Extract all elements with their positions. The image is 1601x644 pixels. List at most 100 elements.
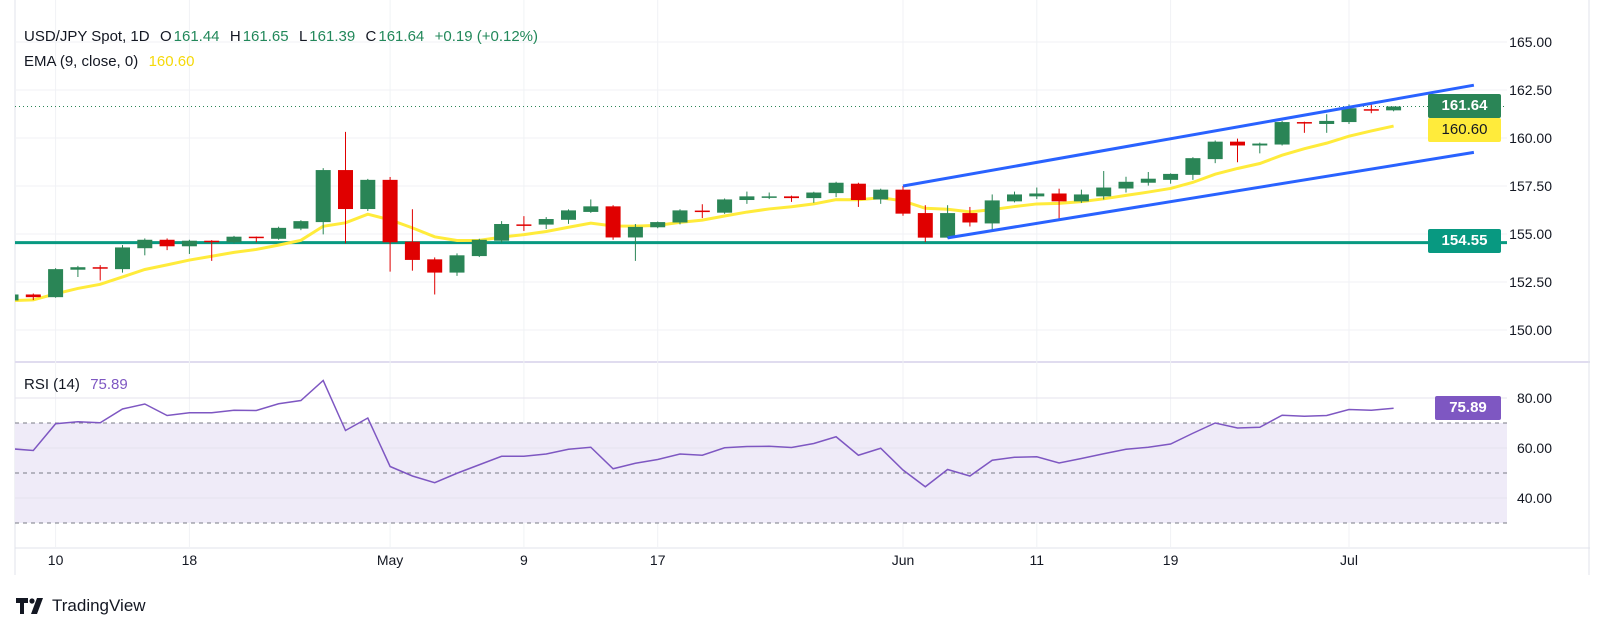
candle-down (1230, 141, 1245, 146)
x-tick-label: Jul (1340, 552, 1358, 568)
tradingview-logo-icon (16, 598, 43, 614)
candle-up (561, 210, 576, 220)
price-pane (15, 83, 1507, 303)
rsi-tick-label: 60.00 (1517, 440, 1552, 456)
candle-up (1007, 194, 1022, 202)
candle-down (694, 210, 710, 213)
price-tick-label: 160.00 (1509, 130, 1552, 146)
candle-down (404, 241, 420, 260)
candle-up (315, 170, 331, 223)
candle-up (1319, 120, 1335, 124)
x-tick-label: 19 (1163, 552, 1179, 568)
candle-up (583, 206, 599, 212)
candle-up (1341, 108, 1357, 123)
tradingview-brand[interactable]: TradingView (16, 596, 146, 616)
candle-up (717, 199, 733, 213)
rsi-label: RSI (14) (24, 376, 80, 393)
ema-price-tag: 160.60 (1428, 118, 1501, 142)
candle-up (181, 240, 197, 247)
ema-label: EMA (9, close, 0) (24, 53, 139, 70)
x-tick-label: 11 (1030, 552, 1045, 568)
candle-up (1029, 193, 1045, 197)
candle-down (248, 236, 264, 239)
close-label: C (365, 28, 377, 45)
x-tick-label: 9 (520, 552, 528, 568)
candle-up (627, 226, 643, 238)
candle-down (1051, 193, 1067, 202)
candle-down (605, 206, 621, 238)
rsi-legend: RSI (14) 75.89 (24, 376, 130, 393)
ema-line (15, 124, 1394, 303)
candle-down (1296, 122, 1312, 124)
candle-up (1185, 158, 1201, 175)
rsi-value: 75.89 (90, 376, 128, 393)
x-tick-label: 17 (650, 552, 666, 568)
axes: 10 18 May 9 17 Jun 11 19 Jul 165.00 162.50 160.00 15… (48, 34, 1552, 568)
candle-up (984, 200, 1000, 224)
candle-up (1140, 178, 1156, 183)
candle-up (1207, 141, 1223, 160)
x-tick-label: 10 (48, 552, 64, 568)
channel-upper-line (902, 83, 1475, 188)
symbol-title: USD/JPY Spot, 1D (24, 28, 150, 45)
candle-up (449, 255, 465, 273)
high-label: H (229, 28, 241, 45)
brand-name: TradingView (52, 596, 146, 615)
candle-up (873, 189, 889, 200)
support-price-tag: 154.55 (1428, 229, 1501, 253)
candle-down (850, 183, 866, 201)
rsi-tick-label: 40.00 (1517, 490, 1552, 506)
candle-up (271, 227, 287, 239)
channel-lower-line (947, 150, 1475, 240)
open-label: O (159, 28, 172, 45)
candle-up (360, 179, 376, 210)
candle-down (784, 196, 799, 199)
candle-up (940, 213, 956, 238)
candle-up (1096, 187, 1112, 197)
candle-up (672, 210, 688, 223)
candle-down (92, 267, 108, 269)
candle-down (338, 170, 353, 210)
candle-up (1386, 106, 1402, 111)
close-value: 161.64 (378, 28, 425, 45)
candle-down (962, 213, 978, 223)
high-value: 161.65 (242, 28, 289, 45)
candle-down (382, 179, 398, 243)
candle-down (1363, 109, 1379, 111)
price-tick-label: 162.50 (1509, 82, 1552, 98)
candle-up (1118, 181, 1134, 189)
candle-up (538, 219, 554, 225)
grid (14, 0, 1590, 575)
candle-down (917, 213, 933, 238)
rsi-tick-label: 80.00 (1517, 390, 1552, 406)
candle-up (137, 239, 153, 249)
candle-up (806, 192, 822, 199)
price-tick-label: 152.50 (1509, 274, 1552, 290)
candle-up (471, 239, 487, 257)
candle-down (427, 259, 443, 273)
x-tick-label: May (377, 552, 403, 568)
candle-up (1252, 143, 1268, 146)
price-tick-label: 155.00 (1509, 226, 1552, 242)
x-tick-label: 18 (182, 552, 198, 568)
price-tick-label: 157.50 (1509, 178, 1552, 194)
ema-value: 160.60 (148, 53, 195, 70)
candle-up (1274, 122, 1290, 145)
ema-legend: EMA (9, close, 0) 160.60 (24, 53, 196, 70)
candle-up (15, 294, 19, 301)
rsi-pane (15, 379, 1507, 524)
low-value: 161.39 (309, 28, 356, 45)
candle-down (895, 189, 911, 214)
candle-up (650, 222, 666, 228)
low-label: L (298, 28, 308, 45)
rsi-value-tag: 75.89 (1435, 396, 1501, 420)
change-value: +0.19 (+0.12%) (434, 28, 539, 45)
candle-up (761, 196, 777, 198)
candle-up (828, 182, 844, 194)
candle-up (115, 247, 130, 270)
candle-up (1163, 173, 1179, 180)
symbol-legend: USD/JPY Spot, 1D O 161.44 H 161.65 L 161.39… (24, 28, 540, 45)
candle-down (25, 294, 41, 298)
price-tick-label: 165.00 (1509, 34, 1552, 50)
